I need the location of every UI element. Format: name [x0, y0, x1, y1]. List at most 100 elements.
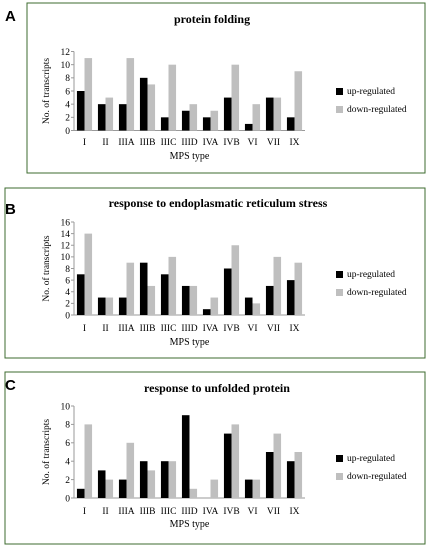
x-tick-label: II [102, 138, 108, 148]
legend-label-up: up-regulated [347, 270, 395, 280]
bar-up-IX [286, 117, 295, 131]
panel-letter: A [5, 8, 16, 25]
bar-down-I [84, 233, 93, 315]
y-tick-label: 12 [61, 48, 71, 58]
x-tick-label: IIIB [140, 324, 156, 334]
legend-swatch-down [336, 473, 343, 480]
bar-up-IIID [181, 285, 190, 315]
y-tick-label: 14 [61, 230, 71, 240]
bar-up-IVB [223, 97, 232, 131]
y-axis-label: No. of transcripts [41, 419, 52, 486]
x-tick-label: IX [289, 507, 299, 517]
panel-letter: B [5, 201, 16, 218]
bar-up-IVB [223, 433, 232, 498]
bar-up-IIIB [139, 77, 148, 131]
bar-down-VII [273, 97, 282, 131]
legend: up-regulated down-regulated [336, 454, 407, 482]
bar-up-VII [265, 452, 274, 498]
x-tick-label: IIID [181, 324, 197, 334]
bar-up-IIIA [118, 297, 127, 315]
y-tick-label: 2 [65, 300, 70, 310]
legend: up-regulated down-regulated [336, 87, 407, 115]
x-tick-label: VII [267, 324, 280, 334]
bar-up-IVA [202, 117, 211, 131]
legend-label-down: down-regulated [347, 472, 407, 482]
x-tick-label: IIIC [161, 324, 177, 334]
bar-down-IVA [210, 479, 219, 498]
panel-letter: C [5, 377, 16, 394]
x-tick-label: IIIA [118, 324, 134, 334]
x-axis-label: MPS type [170, 337, 210, 348]
y-tick-label: 2 [65, 476, 70, 486]
x-tick-label: I [83, 324, 86, 334]
x-tick-label: IIIB [140, 507, 156, 517]
y-tick-label: 0 [65, 311, 70, 321]
bar-up-IX [286, 280, 295, 315]
x-tick-label: IVB [223, 507, 239, 517]
bar-down-IVB [231, 424, 240, 498]
y-axis-label: No. of transcripts [41, 235, 52, 302]
y-tick-label: 8 [65, 74, 70, 84]
bar-down-II [105, 479, 114, 498]
bar-down-IVB [231, 245, 240, 315]
bar-down-IIID [189, 285, 198, 315]
chart-title: response to endoplasmatic reticulum stre… [109, 196, 328, 210]
bar-up-II [97, 297, 106, 315]
bar-up-IIIB [139, 262, 148, 315]
y-tick-label: 10 [61, 402, 71, 412]
y-tick-label: 6 [65, 87, 70, 97]
bar-down-IIIC [168, 256, 177, 315]
legend-label-down: down-regulated [347, 288, 407, 298]
bar-up-IIIC [160, 117, 169, 131]
bar-down-VII [273, 433, 282, 498]
x-tick-label: VII [267, 507, 280, 517]
x-axis-label: MPS type [170, 151, 210, 162]
x-tick-label: II [102, 324, 108, 334]
panel-border [4, 371, 426, 545]
x-tick-label: I [83, 138, 86, 148]
y-tick-label: 8 [65, 265, 70, 275]
bar-up-II [97, 470, 106, 498]
bar-up-IVB [223, 268, 232, 315]
x-tick-label: I [83, 507, 86, 517]
chart-title: protein folding [174, 12, 250, 26]
panel-border [4, 187, 426, 359]
bar-up-IIID [181, 415, 190, 498]
bar-up-I [76, 488, 85, 498]
bar-down-VI [252, 303, 261, 315]
bar-down-I [84, 58, 93, 131]
legend-swatch-down [336, 289, 343, 296]
bar-up-VII [265, 97, 274, 131]
x-tick-label: IIIA [118, 138, 134, 148]
bar-up-VI [244, 479, 253, 498]
bar-down-IIID [189, 488, 198, 498]
bar-down-II [105, 97, 114, 131]
bar-down-II [105, 297, 114, 315]
bar-up-II [97, 104, 106, 131]
bar-up-IIIA [118, 104, 127, 131]
bar-down-IIIC [168, 461, 177, 498]
bar-down-IIIA [126, 58, 135, 131]
bar-down-IX [294, 452, 303, 498]
x-tick-label: IX [289, 324, 299, 334]
x-tick-label: IIIB [140, 138, 156, 148]
x-axis-label: MPS type [170, 519, 210, 530]
bar-up-IIIC [160, 461, 169, 498]
y-tick-label: 10 [61, 253, 71, 263]
bar-up-IX [286, 461, 295, 498]
x-tick-label: IVA [203, 138, 219, 148]
x-tick-label: IIIA [118, 507, 134, 517]
y-tick-label: 8 [65, 421, 70, 431]
bar-up-IIIC [160, 274, 169, 315]
bar-down-VII [273, 256, 282, 315]
bar-up-VI [244, 297, 253, 315]
legend-swatch-down [336, 106, 343, 113]
x-tick-label: IIID [181, 507, 197, 517]
y-tick-label: 12 [61, 242, 71, 252]
bar-down-IX [294, 71, 303, 131]
y-tick-label: 4 [65, 288, 70, 298]
x-tick-label: IVB [223, 138, 239, 148]
